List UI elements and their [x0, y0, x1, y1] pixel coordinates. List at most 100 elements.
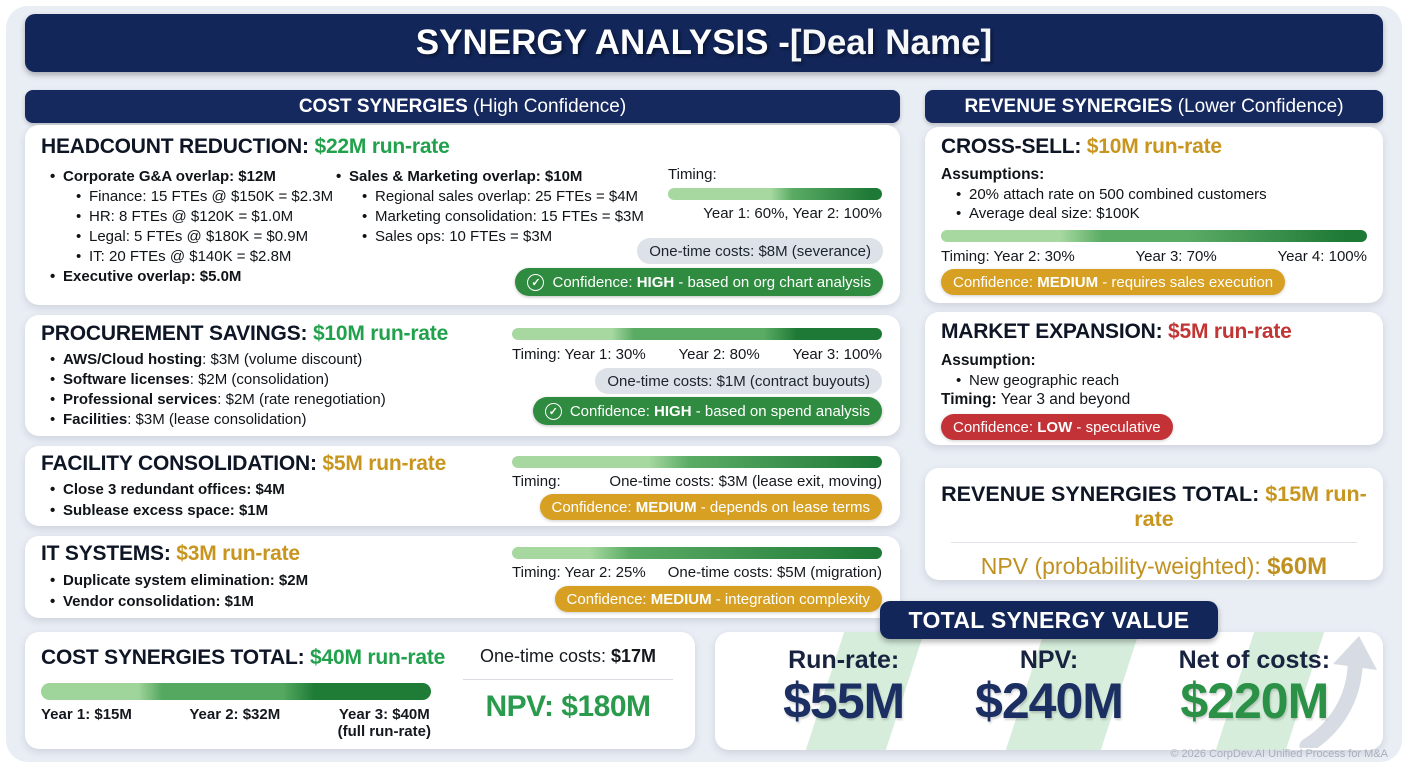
confidence-badge-medium: Confidence: MEDIUM - requires sales exec… — [941, 269, 1286, 295]
cross-sell-runrate-value: $10M run-rate — [1086, 135, 1222, 158]
item-detail: : $2M (rate renegotiation) — [217, 391, 386, 408]
confidence-badge-medium: Confidence: MEDIUM - depends on lease te… — [539, 494, 882, 520]
timing-label: Timing: — [512, 473, 561, 490]
cost-total-summary: One-time costs: $17M NPV: $180M — [457, 646, 679, 724]
list-item: Software licenses: $2M (consolidation) — [49, 370, 386, 390]
timing-progress-bar — [668, 188, 882, 200]
confidence-prefix: Confidence: — [569, 402, 655, 420]
headcount-col2-list: Sales & Marketing overlap: $10M Regional… — [335, 167, 644, 247]
ramp-milestone: Year 1: $15M — [41, 706, 132, 723]
cost-total-title-text: COST SYNERGIES TOTAL: — [41, 646, 311, 669]
list-item: Finance: 15 FTEs @ $150K = $2.3M — [75, 187, 333, 207]
confidence-suffix: - requires sales execution — [1098, 273, 1274, 291]
list-item: Sublease excess space: $1M — [49, 500, 285, 521]
list-item: Sales ops: 10 FTEs = $3M — [361, 227, 644, 247]
page-title-text: SYNERGY ANALYSIS - — [415, 23, 790, 62]
procurement-card-title: PROCUREMENT SAVINGS: $10M run-rate — [41, 322, 448, 346]
timing-milestone: Timing: Year 1: 30% — [512, 346, 646, 363]
assumptions-label: Assumptions: — [941, 166, 1045, 183]
cost-total-runrate-value: $40M run-rate — [310, 646, 446, 669]
item-label: Facilities — [63, 411, 128, 428]
list-item: Vendor consolidation: $1M — [49, 591, 308, 612]
timing-caption: Year 1: 60%, Year 2: 100% — [703, 205, 882, 222]
cost-ramp-milestones: Year 1: $15M Year 2: $32M Year 3: $40M (f… — [41, 706, 431, 740]
timing-label: Timing: — [941, 391, 997, 408]
total-onetime-value: $17M — [611, 646, 657, 666]
total-synergy-value-header: TOTAL SYNERGY VALUE — [880, 601, 1218, 639]
stat-npv: NPV: $240M — [946, 646, 1151, 750]
confidence-badge-high: ✓ Confidence: HIGH - based on spend anal… — [532, 397, 882, 425]
it-list: Duplicate system elimination: $2M Vendor… — [49, 570, 308, 612]
cross-sell-card: CROSS-SELL: $10M run-rate Assumptions: 2… — [925, 127, 1383, 303]
headcount-title-text: HEADCOUNT REDUCTION: — [41, 135, 315, 158]
market-expansion-card: MARKET EXPANSION: $5M run-rate Assumptio… — [925, 312, 1383, 445]
list-item: Marketing consolidation: 15 FTEs = $3M — [361, 207, 644, 227]
deal-name-placeholder: [Deal Name] — [789, 23, 993, 62]
confidence-level: HIGH — [654, 402, 692, 420]
confidence-level: LOW — [1037, 418, 1073, 436]
headcount-col1-list: Corporate G&A overlap: $12M Finance: 15 … — [49, 167, 333, 287]
timing-progress-bar — [512, 328, 882, 340]
page-title: SYNERGY ANALYSIS - [Deal Name] — [25, 14, 1383, 72]
list-item: Professional services: $2M (rate renegot… — [49, 390, 386, 410]
procurement-savings-card: PROCUREMENT SAVINGS: $10M run-rate AWS/C… — [25, 315, 900, 436]
onetime-costs-text: One-time costs: $5M (migration) — [667, 564, 882, 581]
revenue-npv: NPV (probability-weighted): $60M — [925, 553, 1383, 581]
it-title-text: IT SYSTEMS: — [41, 542, 177, 565]
item-label: AWS/Cloud hosting — [63, 351, 203, 368]
timing-row: Timing: One-time costs: $3M (lease exit,… — [512, 473, 882, 490]
confidence-badge-medium: Confidence: MEDIUM - integration complex… — [554, 586, 882, 612]
ramp-milestone: Year 3: $40M (full run-rate) — [338, 706, 431, 740]
facility-card-title: FACILITY CONSOLIDATION: $5M run-rate — [41, 452, 446, 476]
revenue-total-title-text: REVENUE SYNERGIES TOTAL: — [941, 482, 1266, 506]
list-item: Average deal size: $100K — [955, 204, 1267, 223]
divider — [463, 679, 673, 680]
check-icon: ✓ — [527, 273, 545, 291]
timing-progress-bar — [512, 456, 882, 468]
onetime-costs-text: One-time costs: $1M (contract buyouts) — [607, 372, 870, 390]
market-title-text: MARKET EXPANSION: — [941, 320, 1169, 343]
list-item: Duplicate system elimination: $2M — [49, 570, 308, 591]
list-item: IT: 20 FTEs @ $140K = $2.8M — [75, 247, 333, 267]
total-synergy-value-card: Run-rate: $55M NPV: $240M Net of costs: … — [715, 632, 1383, 750]
confidence-level: MEDIUM — [635, 498, 697, 516]
list-item: AWS/Cloud hosting: $3M (volume discount) — [49, 350, 386, 370]
facility-runrate-value: $5M run-rate — [322, 452, 447, 475]
cross-sell-assumptions-list: 20% attach rate on 500 combined customer… — [955, 185, 1267, 223]
onetime-costs-text: One-time costs: $8M (severance) — [649, 242, 871, 260]
market-runrate-value: $5M run-rate — [1168, 320, 1292, 343]
list-item: 20% attach rate on 500 combined customer… — [955, 185, 1267, 204]
market-assumptions-list: New geographic reach — [955, 371, 1119, 390]
revenue-total-runrate-value: $15M run-rate — [1134, 482, 1367, 531]
total-stats-row: Run-rate: $55M NPV: $240M Net of costs: … — [715, 632, 1383, 750]
timing-milestone: Timing: Year 2: 25% — [512, 564, 646, 581]
list-item: Legal: 5 FTEs @ $180K = $0.9M — [75, 227, 333, 247]
timing-value: Year 3 and beyond — [996, 391, 1131, 408]
headcount-card-title: HEADCOUNT REDUCTION: $22M run-rate — [41, 135, 450, 159]
it-systems-card: IT SYSTEMS: $3M run-rate Duplicate syste… — [25, 536, 900, 618]
timing-progress-bar — [941, 230, 1367, 242]
onetime-costs-text: One-time costs: $3M (lease exit, moving) — [609, 473, 882, 490]
list-item: Facilities: $3M (lease consolidation) — [49, 410, 386, 430]
stat-label: NPV: — [1019, 646, 1079, 674]
stat-label: Run-rate: — [788, 646, 900, 674]
stat-value: $240M — [975, 673, 1124, 729]
cost-npv-value: NPV: $180M — [485, 690, 651, 723]
timing-milestone: Year 3: 100% — [792, 346, 882, 363]
market-card-title: MARKET EXPANSION: $5M run-rate — [941, 320, 1292, 344]
confidence-prefix: Confidence: — [953, 418, 1038, 436]
stat-run-rate: Run-rate: $55M — [741, 646, 946, 750]
timing-milestone: Year 4: 100% — [1277, 248, 1367, 265]
revenue-total-title: REVENUE SYNERGIES TOTAL: $15M run-rate — [925, 482, 1383, 532]
timing-progress-bar — [512, 547, 882, 559]
procurement-list: AWS/Cloud hosting: $3M (volume discount)… — [49, 350, 386, 430]
cost-column-header-rest: (High Confidence) — [467, 95, 627, 117]
assumption-label: Assumption: — [941, 352, 1036, 369]
cost-ramp-progress-bar — [41, 683, 431, 700]
it-card-title: IT SYSTEMS: $3M run-rate — [41, 542, 300, 566]
cost-synergies-total-card: COST SYNERGIES TOTAL: $40M run-rate Year… — [25, 632, 695, 749]
timing-row: Timing: Year 2: 25% One-time costs: $5M … — [512, 564, 882, 581]
ramp-milestone: Year 2: $32M — [189, 706, 281, 723]
list-item: Executive overlap: $5.0M — [49, 267, 333, 287]
procurement-title-text: PROCUREMENT SAVINGS: — [41, 322, 313, 345]
